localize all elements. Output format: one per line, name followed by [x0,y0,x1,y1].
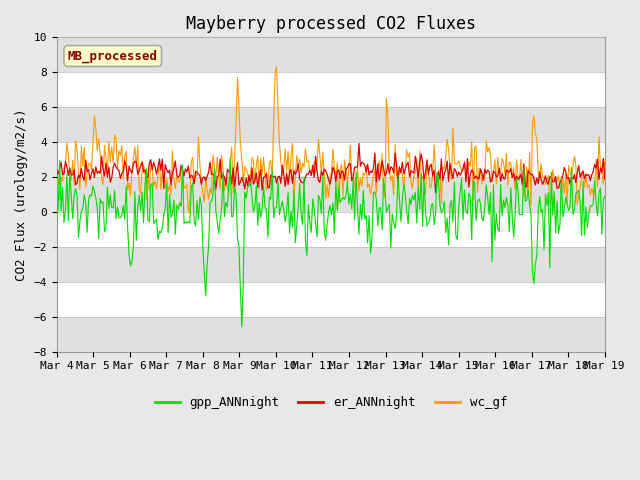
Y-axis label: CO2 Flux (urology/m2/s): CO2 Flux (urology/m2/s) [15,108,28,281]
Title: Mayberry processed CO2 Fluxes: Mayberry processed CO2 Fluxes [186,15,476,33]
Bar [57,37,605,72]
Text: MB_processed: MB_processed [68,49,157,63]
Bar [57,177,605,212]
Legend: gpp_ANNnight, er_ANNnight, wc_gf: gpp_ANNnight, er_ANNnight, wc_gf [150,391,512,414]
Bar [57,247,605,282]
Bar [57,317,605,351]
Bar [57,107,605,142]
